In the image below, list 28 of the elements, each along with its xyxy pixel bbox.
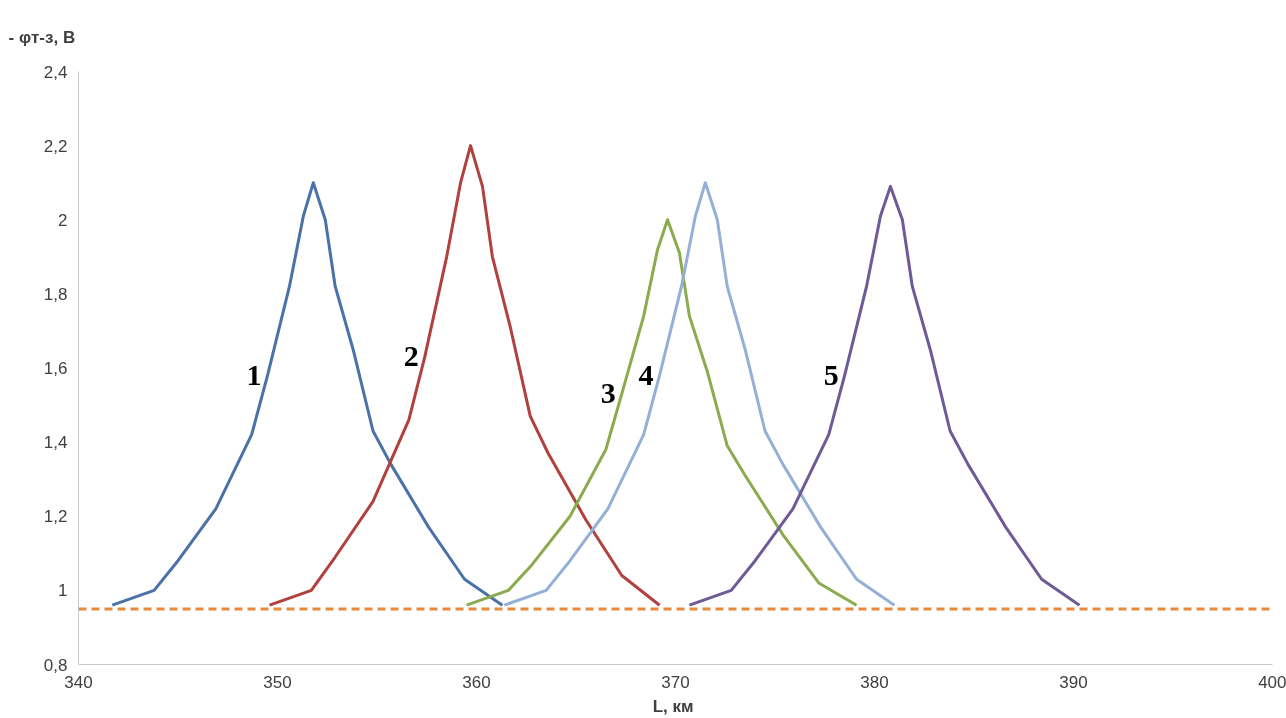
y-tick-label: 2,2 [43,136,68,156]
x-axis-title: L, км [652,696,694,716]
y-tick-label: 1,8 [43,284,68,304]
x-tick-label: 340 [64,672,93,692]
line-series [268,144,662,607]
series-label: 1 [246,357,262,391]
y-tick-label: 0,8 [43,655,68,675]
line-series [465,218,859,607]
x-tick-label: 390 [1059,672,1088,692]
y-tick-label: 2 [58,210,68,230]
series-label: 3 [600,376,616,410]
line-series [110,181,504,607]
y-tick-label: 1,2 [43,507,68,527]
series-label: 2 [403,339,419,373]
series-label: 5 [823,357,839,391]
x-tick-label: 400 [1258,672,1286,692]
line-series [502,181,896,607]
y-axis-title: - φт-з, В [8,27,76,47]
x-tick-label: 360 [462,672,491,692]
y-tick-label: 1,4 [43,433,68,453]
line-series [687,184,1081,607]
x-tick-label: 370 [661,672,690,692]
series-label: 4 [638,357,654,391]
y-tick-label: 1,6 [43,359,68,378]
x-tick-label: 350 [263,672,292,692]
y-tick-label: 2,4 [43,62,68,82]
x-tick-label: 380 [860,672,889,692]
y-tick-label: 1 [58,581,68,601]
